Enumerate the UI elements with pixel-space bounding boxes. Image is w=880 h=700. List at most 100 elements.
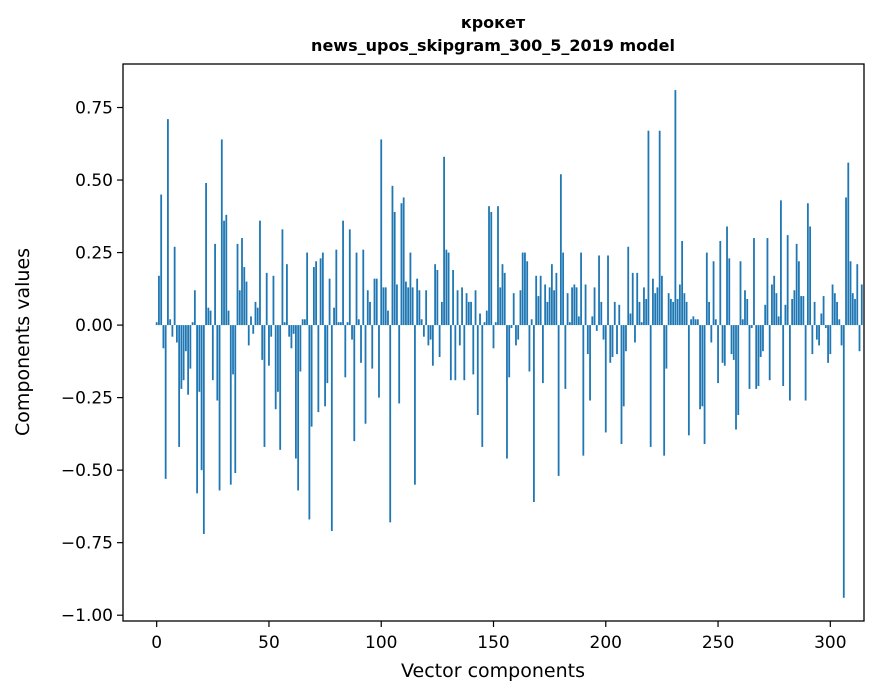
bar-251 [719,240,722,326]
bar-240 [694,319,697,326]
x-tick-label-150: 150 [477,633,509,653]
bar-252 [721,325,724,363]
bar-194 [591,316,594,326]
bar-138 [465,293,468,326]
bar-125 [436,269,439,326]
x-tick-label-0: 0 [151,633,162,653]
bar-64 [299,325,302,372]
bar-115 [414,325,416,485]
bar-286 [797,261,800,326]
bar-196 [595,325,598,331]
bar-9 [175,325,178,343]
bar-150 [492,325,495,349]
bar-73 [319,258,322,326]
bar-0 [155,322,158,326]
bar-299 [827,325,829,363]
bar-76 [326,325,329,384]
bar-111 [405,281,407,326]
bar-163 [521,252,524,326]
bar-222 [654,293,657,326]
bar-308 [847,162,850,326]
bar-112 [407,287,410,326]
bar-249 [714,319,717,326]
bar-301 [831,284,834,326]
bar-247 [710,325,713,343]
bar-13 [184,325,187,352]
bar-182 [564,325,567,389]
bar-227 [665,325,668,369]
bar-54 [277,325,279,392]
bar-27 [216,325,219,401]
bar-274 [771,284,773,326]
bar-224 [658,130,661,326]
bar-180 [559,174,562,326]
bar-190 [582,325,585,456]
bar-293 [813,301,816,326]
bar-43 [252,325,255,334]
bar-204 [613,301,616,326]
bar-192 [586,325,589,355]
bar-42 [250,316,252,326]
bar-261 [741,319,744,326]
bar-79 [333,307,335,326]
bar-108 [398,325,401,404]
bar-85 [346,322,349,326]
bar-137 [463,325,466,381]
bar-291 [809,226,812,326]
y-tick-label-1: −0.75 [61,534,113,554]
bar-259 [737,325,740,416]
y-axis-label: Components values [12,248,34,436]
bar-33 [229,325,232,485]
bar-172 [542,325,544,384]
bar-140 [470,301,472,326]
bar-287 [800,296,803,326]
bar-66 [303,319,306,326]
bar-3 [162,325,165,349]
bar-56 [281,229,284,326]
bar-311 [854,298,856,326]
bar-130 [447,252,450,326]
bar-149 [490,211,493,326]
bar-257 [732,325,735,360]
chart-title: крокет [461,13,526,32]
bar-32 [227,310,230,326]
bar-21 [202,325,205,534]
bar-167 [530,319,533,326]
bar-143 [476,325,479,416]
y-tick-label-5: 0.25 [75,244,113,264]
bar-142 [474,290,477,326]
bar-94 [366,290,369,326]
bar-5 [167,119,169,326]
bar-18 [196,325,198,494]
bar-17 [193,290,196,326]
bar-88 [353,325,356,442]
bar-285 [795,243,798,326]
bar-218 [645,298,648,326]
bar-38 [241,238,243,326]
bar-165 [526,261,529,326]
bar-20 [200,325,203,471]
bar-161 [517,325,520,340]
bar-279 [782,325,785,387]
bar-248 [712,261,715,326]
bar-1 [158,275,160,326]
bar-95 [369,301,371,326]
bar-304 [838,319,841,326]
bar-302 [833,293,836,326]
bar-6 [169,319,172,326]
bar-152 [497,206,499,326]
bar-156 [506,325,508,459]
bar-236 [685,301,688,326]
bar-52 [272,275,275,326]
bar-309 [849,261,852,326]
bar-303 [836,301,838,326]
bar-177 [553,290,556,326]
bar-193 [589,325,591,401]
bar-188 [577,316,580,326]
bar-219 [647,130,650,326]
bar-36 [236,243,239,326]
y-tick-label-0: −1.00 [61,606,113,626]
bar-46 [259,220,261,326]
bar-144 [479,313,481,326]
